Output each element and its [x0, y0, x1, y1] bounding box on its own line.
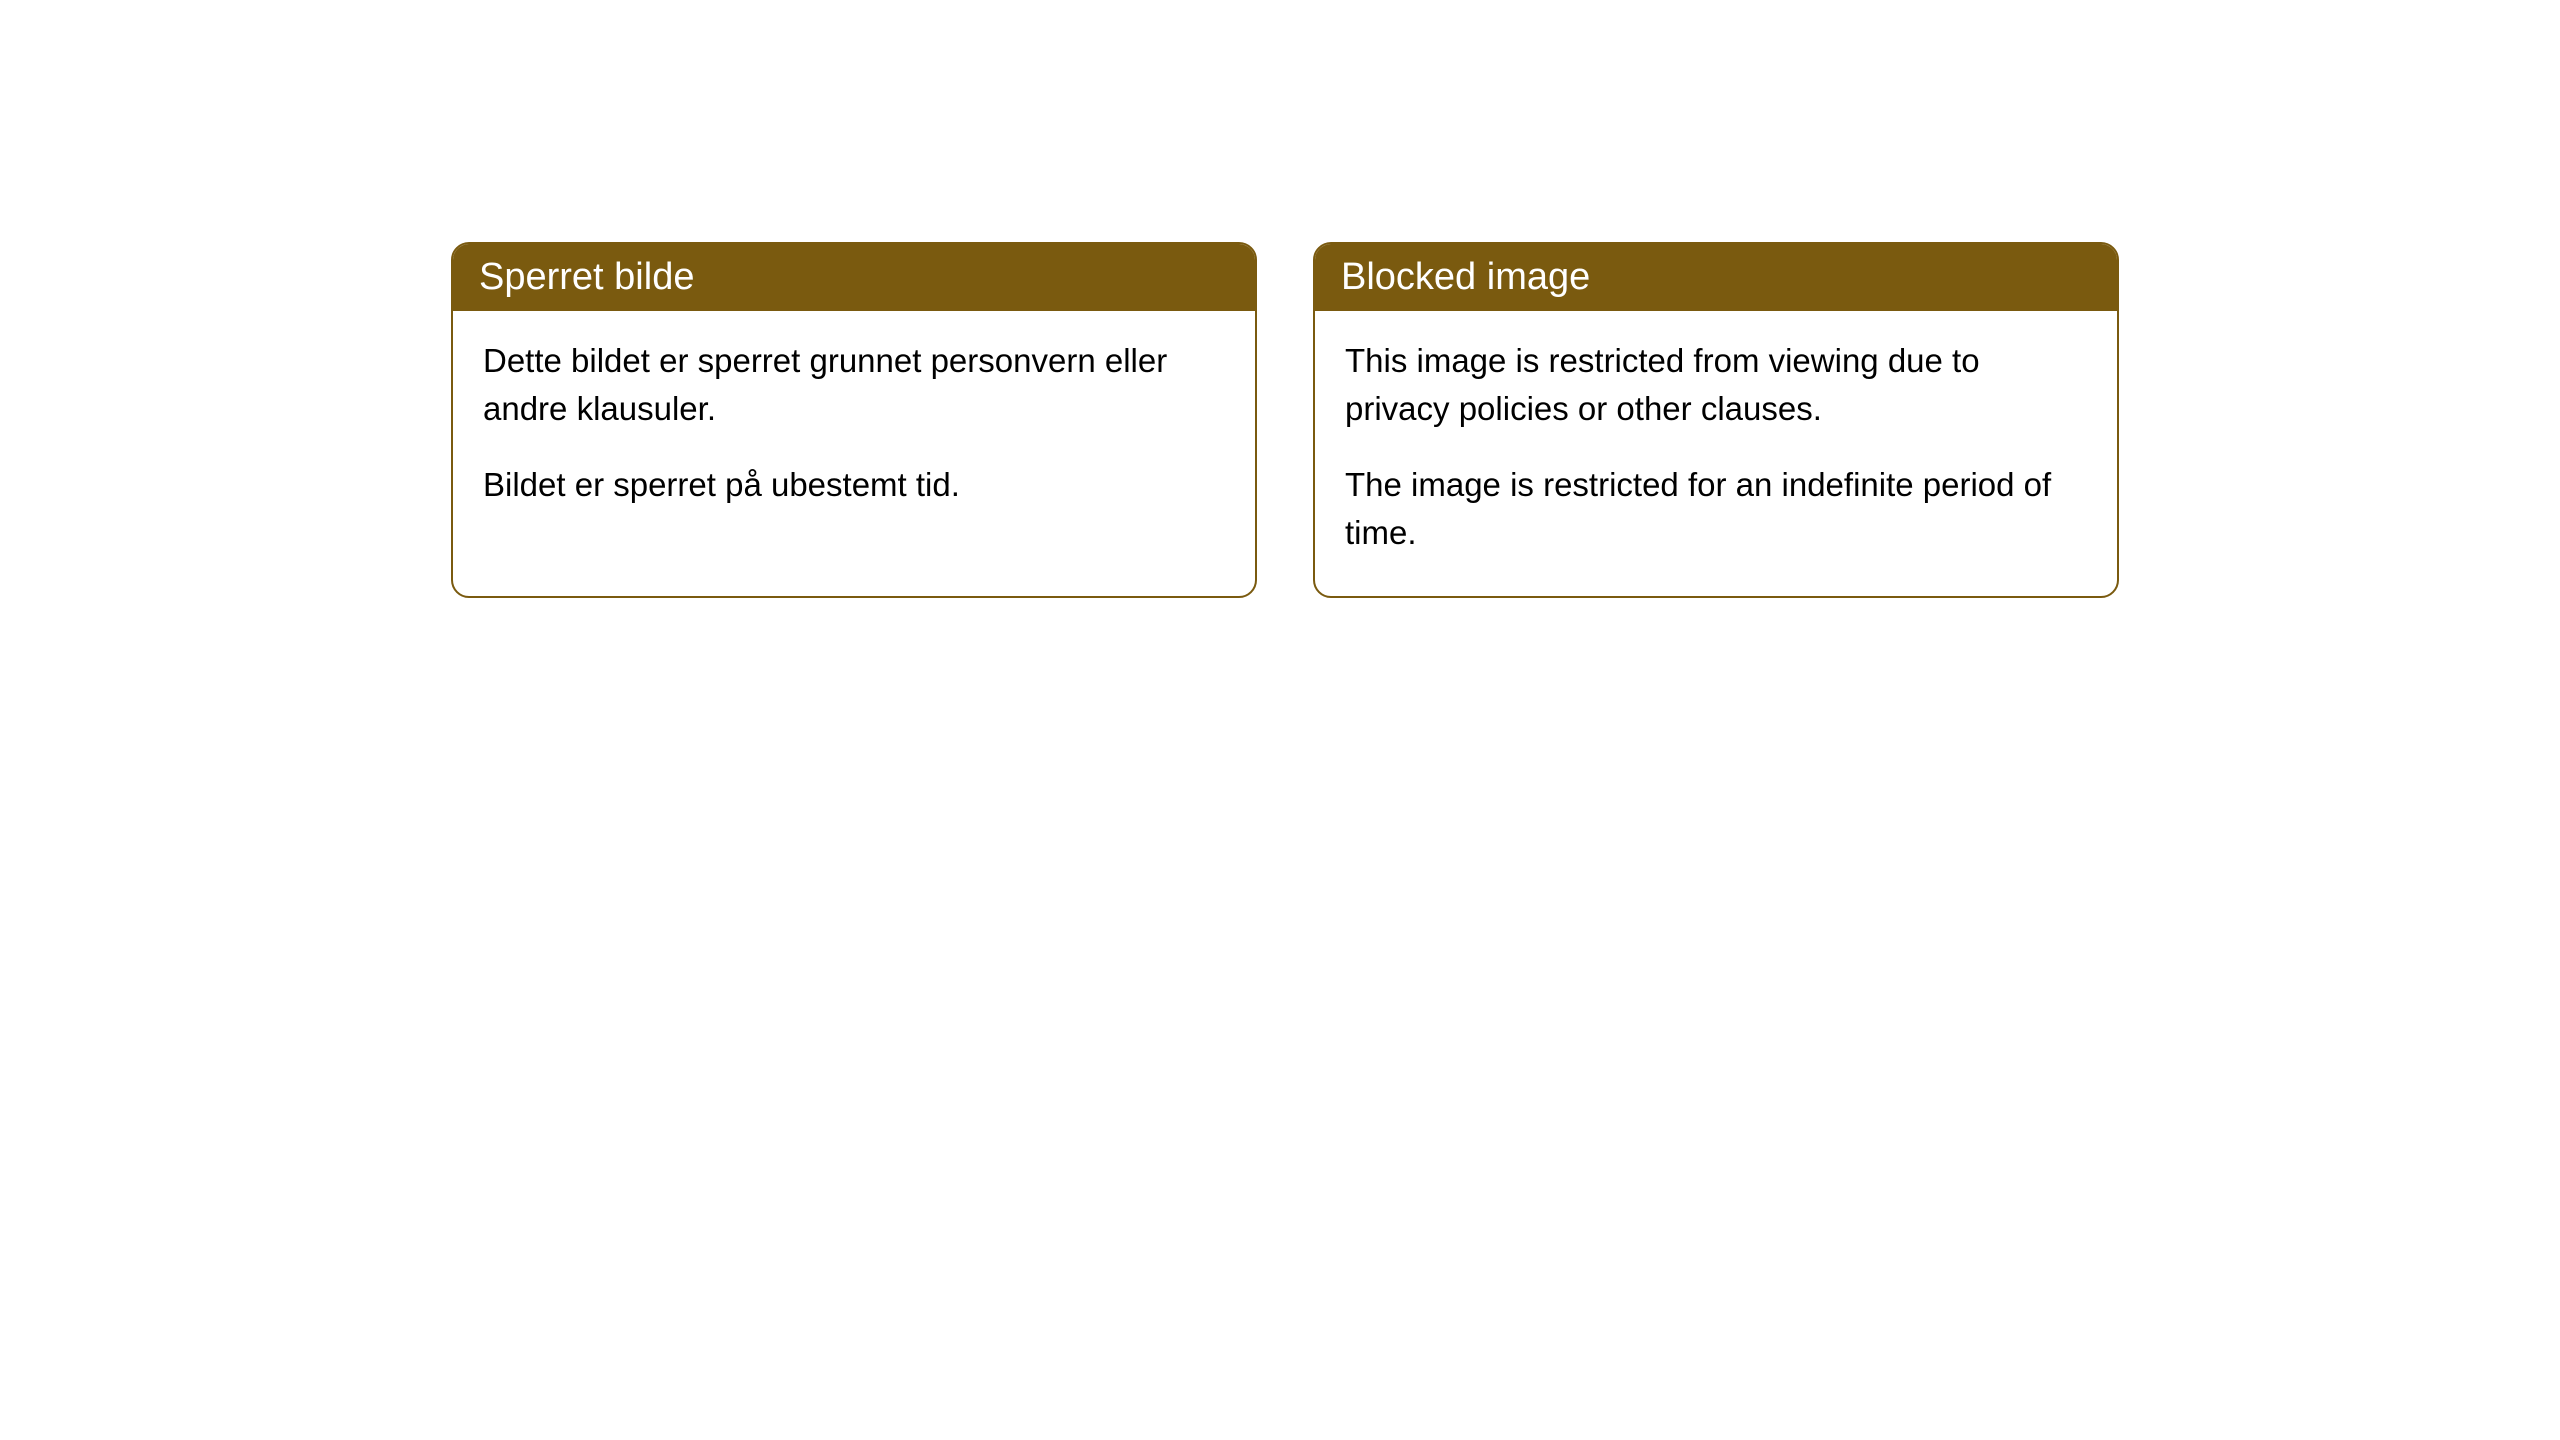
card-paragraph-1: This image is restricted from viewing du… — [1345, 337, 2087, 433]
card-body-norwegian: Dette bildet er sperret grunnet personve… — [453, 311, 1255, 549]
card-paragraph-1: Dette bildet er sperret grunnet personve… — [483, 337, 1225, 433]
card-header-english: Blocked image — [1315, 244, 2117, 311]
card-title: Blocked image — [1341, 256, 1590, 298]
cards-container: Sperret bilde Dette bildet er sperret gr… — [0, 0, 2560, 598]
card-paragraph-2: The image is restricted for an indefinit… — [1345, 461, 2087, 557]
blocked-image-card-english: Blocked image This image is restricted f… — [1313, 242, 2119, 598]
card-title: Sperret bilde — [479, 256, 694, 298]
card-paragraph-2: Bildet er sperret på ubestemt tid. — [483, 461, 1225, 509]
blocked-image-card-norwegian: Sperret bilde Dette bildet er sperret gr… — [451, 242, 1257, 598]
card-body-english: This image is restricted from viewing du… — [1315, 311, 2117, 596]
card-header-norwegian: Sperret bilde — [453, 244, 1255, 311]
